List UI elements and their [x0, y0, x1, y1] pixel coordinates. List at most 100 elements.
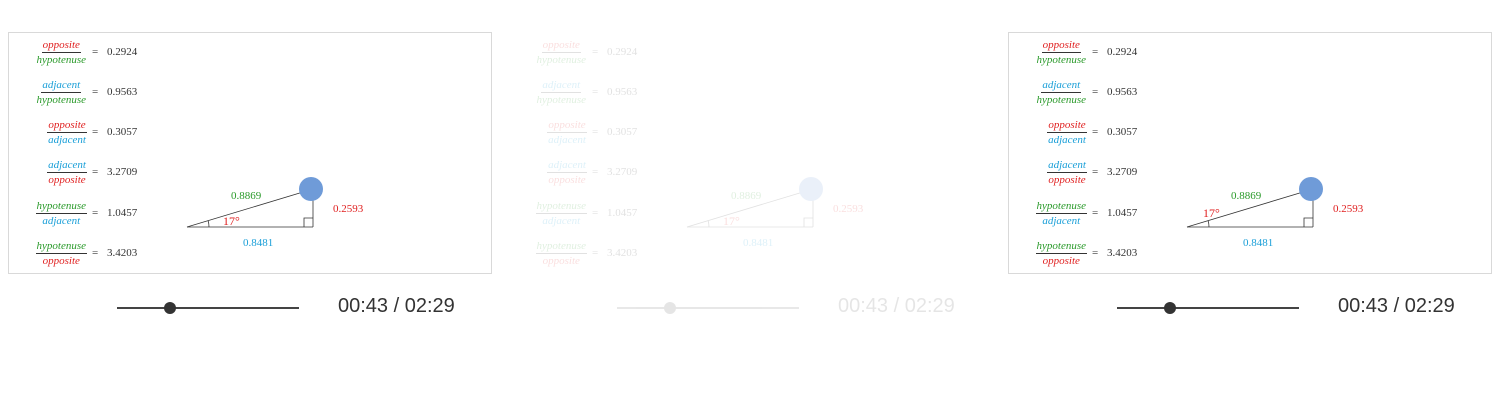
ratio-row: adjacent opposite = 3.2709	[21, 159, 221, 189]
ratio-row: adjacent hypotenuse = 0.9563	[1021, 79, 1221, 109]
ratio-numerator: adjacent	[47, 159, 87, 173]
ratio-row: hypotenuse opposite = 3.4203	[21, 240, 221, 270]
ratio-numerator: opposite	[41, 39, 81, 53]
ratio-numerator: opposite	[547, 119, 587, 133]
opposite-length-label: 0.2593	[333, 203, 364, 215]
progress-slider[interactable]	[1117, 302, 1299, 314]
ratio-value: 0.2924	[607, 46, 638, 58]
equals-sign: =	[92, 247, 99, 259]
ratio-fraction: hypotenuse opposite	[35, 240, 87, 267]
ratio-row: opposite hypotenuse = 0.2924	[21, 39, 221, 69]
drag-handle[interactable]	[1299, 177, 1323, 201]
ratio-denominator: opposite	[48, 174, 86, 186]
ratio-numerator: adjacent	[41, 79, 82, 93]
ratio-row: opposite hypotenuse = 0.2924	[521, 39, 721, 69]
equals-sign: =	[1092, 86, 1099, 98]
equals-sign: =	[592, 207, 599, 219]
ratio-row: adjacent hypotenuse = 0.9563	[21, 79, 221, 109]
ratio-fraction: hypotenuse adjacent	[1035, 200, 1087, 227]
ratio-value: 1.0457	[607, 207, 638, 219]
ratio-denominator: hypotenuse	[1036, 54, 1086, 66]
ratio-numerator: adjacent	[1047, 159, 1087, 173]
ratio-numerator: adjacent	[547, 159, 587, 173]
ratio-value: 3.2709	[1107, 166, 1138, 178]
equals-sign: =	[92, 86, 99, 98]
ratio-denominator: adjacent	[48, 134, 86, 146]
ratio-denominator: adjacent	[542, 215, 581, 227]
ratio-numerator: hypotenuse	[35, 200, 87, 214]
ratio-row: adjacent opposite = 3.2709	[521, 159, 721, 189]
ratio-fraction: hypotenuse adjacent	[35, 200, 87, 227]
ratio-fraction: opposite hypotenuse	[1036, 39, 1087, 66]
ratio-row: hypotenuse opposite = 3.4203	[1021, 240, 1221, 270]
ratio-denominator: hypotenuse	[1036, 94, 1086, 106]
progress-slider[interactable]	[117, 302, 299, 314]
hypotenuse-length-label: 0.8869	[231, 190, 262, 202]
ratio-value: 0.9563	[1107, 86, 1138, 98]
ratio-denominator: opposite	[548, 174, 586, 186]
slider-knob[interactable]	[163, 302, 176, 314]
ratio-numerator: opposite	[541, 39, 581, 53]
ratio-denominator: adjacent	[1042, 215, 1081, 227]
equals-sign: =	[1092, 247, 1099, 259]
ratio-denominator: hypotenuse	[36, 94, 86, 106]
ratio-denominator: adjacent	[42, 215, 81, 227]
ratio-denominator: hypotenuse	[536, 54, 586, 66]
ratio-denominator: opposite	[1048, 174, 1086, 186]
ratio-row: hypotenuse adjacent = 1.0457	[521, 200, 721, 230]
ratio-fraction: opposite hypotenuse	[536, 39, 587, 66]
ratio-value: 3.4203	[107, 247, 138, 259]
right-angle-marker	[303, 217, 313, 227]
right-angle-marker	[803, 217, 813, 227]
right-angle-marker	[1303, 217, 1313, 227]
ratio-row: opposite adjacent = 0.3057	[21, 119, 221, 149]
time-label: 00:43 / 02:29	[338, 295, 455, 317]
time-label: 00:43 / 02:29	[838, 295, 955, 317]
ratio-fraction: opposite adjacent	[47, 119, 87, 146]
ratio-fraction: adjacent hypotenuse	[36, 79, 87, 106]
equals-sign: =	[592, 126, 599, 138]
ratio-numerator: hypotenuse	[535, 200, 587, 214]
ratio-value: 0.2924	[107, 46, 138, 58]
ratio-numerator: opposite	[47, 119, 87, 133]
trig-panel-right: opposite hypotenuse = 0.2924 adjacent hypoten…	[1008, 32, 1492, 274]
ratio-fraction: adjacent hypotenuse	[1036, 79, 1087, 106]
equals-sign: =	[1092, 207, 1099, 219]
angle-label: 17°	[723, 214, 740, 228]
hypotenuse-length-label: 0.8869	[1231, 190, 1262, 202]
progress-slider[interactable]	[617, 302, 799, 314]
ratio-value: 0.2924	[1107, 46, 1138, 58]
ratio-denominator: opposite	[542, 255, 580, 267]
time-label: 00:43 / 02:29	[1338, 295, 1455, 317]
equals-sign: =	[92, 46, 99, 58]
opposite-length-label: 0.2593	[833, 203, 864, 215]
equals-sign: =	[1092, 126, 1099, 138]
angle-arc	[707, 220, 710, 228]
ratio-numerator: hypotenuse	[535, 240, 587, 254]
ratio-denominator: hypotenuse	[36, 54, 86, 66]
drag-handle[interactable]	[299, 177, 323, 201]
ratio-row: hypotenuse opposite = 3.4203	[521, 240, 721, 270]
equals-sign: =	[592, 46, 599, 58]
equals-sign: =	[92, 166, 99, 178]
equals-sign: =	[592, 86, 599, 98]
ratio-row: opposite adjacent = 0.3057	[1021, 119, 1221, 149]
ratio-fraction: opposite hypotenuse	[36, 39, 87, 66]
angle-arc	[207, 220, 210, 228]
adjacent-length-label: 0.8481	[243, 237, 273, 249]
ratio-value: 0.3057	[607, 126, 638, 138]
ratio-numerator: opposite	[1047, 119, 1087, 133]
ratio-denominator: opposite	[42, 255, 80, 267]
opposite-length-label: 0.2593	[1333, 203, 1364, 215]
drag-handle[interactable]	[799, 177, 823, 201]
ratio-value: 1.0457	[1107, 207, 1138, 219]
slider-knob[interactable]	[1163, 302, 1176, 314]
ratio-fraction: hypotenuse opposite	[535, 240, 587, 267]
ratio-value: 0.9563	[607, 86, 638, 98]
slider-knob[interactable]	[663, 302, 676, 314]
ratio-numerator: opposite	[1041, 39, 1081, 53]
ratio-value: 1.0457	[107, 207, 138, 219]
ratio-row: hypotenuse adjacent = 1.0457	[1021, 200, 1221, 230]
